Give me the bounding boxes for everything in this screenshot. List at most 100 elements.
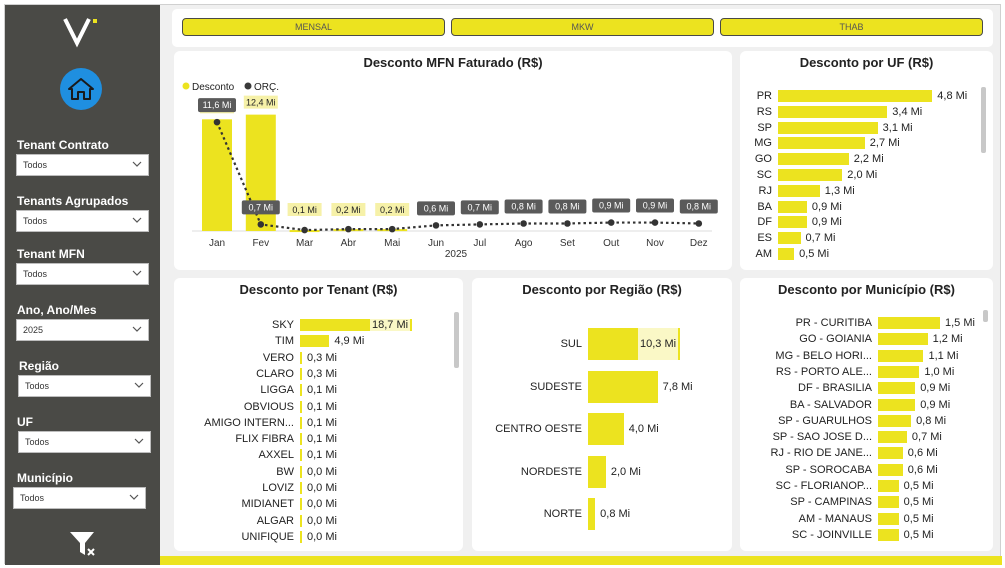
regiao-bar-value: 10,3 Mi (638, 327, 679, 361)
municipio-bar-row[interactable]: BA - SALVADOR 0,9 Mi (790, 397, 953, 412)
tenant-bar-row[interactable]: VERO 0,3 Mi (263, 350, 412, 365)
tenant-bar (300, 351, 302, 364)
tenant-bar (300, 335, 330, 348)
uf-bar-row[interactable]: MG 2,7 Mi (754, 136, 958, 151)
tenant-bar-row[interactable]: OBVIOUS 0,1 Mi (244, 399, 412, 414)
municipio-bar-value: 1,0 Mi (922, 364, 957, 379)
municipio-bar (878, 528, 899, 541)
uf-bar-row[interactable]: ES 0,7 Mi (757, 231, 958, 246)
municipio-bar-row[interactable]: SP - CAMPINAS 0,5 Mi (790, 495, 940, 510)
filter-dropdown[interactable]: Todos (16, 154, 149, 176)
tenant-bar-row[interactable]: FLIX FIBRA 0,1 Mi (235, 432, 412, 447)
uf-bar-row[interactable]: SC 2,0 Mi (757, 168, 958, 182)
chevron-down-icon (134, 438, 144, 444)
tenant-bar-row[interactable]: TIM 4,9 Mi (275, 334, 412, 349)
municipio-bar-row[interactable]: DF - BRASILIA 0,9 Mi (798, 381, 953, 396)
tenant-bar-category: VERO (262, 351, 294, 364)
uf-bar (778, 121, 878, 134)
filter-label: Ano, Ano/Mes (17, 303, 97, 317)
chevron-down-icon (132, 270, 142, 276)
mfn-orc-label: 0,6 Mi (424, 203, 449, 213)
tenant-bar-row[interactable]: BW 0,0 Mi (276, 464, 412, 479)
tenant-bar-row[interactable]: AMIGO INTERN... 0,1 Mi (204, 415, 412, 430)
chevron-down-icon (132, 326, 142, 332)
tenant-bar-value: 0,1 Mi (305, 383, 339, 398)
uf-bar-row[interactable]: DF 0,9 Mi (757, 215, 958, 230)
uf-bar-row[interactable]: SP 3,1 Mi (757, 120, 958, 135)
municipio-bar-row[interactable]: SP - GUARULHOS 0,8 Mi (778, 413, 949, 428)
regiao-bar-row[interactable]: SUDESTE 7,8 Mi (530, 369, 695, 404)
uf-bar-category: PR (756, 90, 772, 102)
home-button[interactable] (60, 68, 102, 110)
uf-bar-row[interactable]: RJ 1,3 Mi (759, 183, 958, 198)
tenant-bar-row[interactable]: LIGGA 0,1 Mi (260, 383, 412, 398)
mfn-orc-point (607, 219, 615, 226)
filter-dropdown[interactable]: Todos (16, 263, 149, 285)
uf-scrollbar[interactable] (981, 87, 986, 153)
municipio-bar (878, 512, 899, 525)
municipio-bar-row[interactable]: PR - CURITIBA 1,5 Mi (796, 316, 977, 330)
tenant-chart-card: Desconto por Tenant (R$) SKY 18,7 Mi TIM 4,… (174, 278, 463, 551)
filter-value: Todos (23, 160, 48, 170)
mfn-orc-line (215, 121, 699, 232)
tenant-bar-row[interactable]: MIDIANET 0,0 Mi (241, 497, 412, 512)
regiao-bar-row[interactable]: NORDESTE 2,0 Mi (521, 454, 680, 489)
regiao-bar-value: 2,0 Mi (608, 454, 643, 489)
uf-bar-value: 0,5 Mi (797, 247, 832, 261)
municipio-bar-row[interactable]: SP - SAO JOSE D... 0,7 Mi (773, 430, 944, 445)
regiao-bar-row[interactable]: NORTE 0,8 Mi (544, 497, 680, 532)
municipio-scrollbar[interactable] (983, 310, 988, 322)
municipio-bar (878, 398, 916, 411)
municipio-bar (878, 431, 907, 444)
uf-bar-row[interactable]: GO 2,2 Mi (755, 152, 958, 167)
uf-bar-row[interactable]: AM 0,5 Mi (756, 247, 958, 261)
municipio-bar-row[interactable]: RS - PORTO ALE... 1,0 Mi (776, 364, 957, 379)
chevron-down-icon (129, 494, 139, 500)
mfn-orc-label-bg (504, 199, 543, 214)
filter-dropdown[interactable]: Todos (13, 487, 146, 509)
uf-bar-row[interactable]: BA 0,9 Mi (757, 199, 958, 214)
tenant-bar-row[interactable]: UNIFIQUE 0,0 Mi (241, 529, 412, 544)
uf-bar-row[interactable]: PR 4,8 Mi (757, 89, 970, 103)
tenant-bar-row[interactable]: LOVIZ 0,0 Mi (262, 481, 412, 495)
municipio-bar-category: DF - BRASILIA (798, 382, 872, 395)
tenant-bar-row[interactable]: SKY 18,7 Mi (272, 318, 412, 332)
mfn-orc-point (651, 219, 659, 226)
filter-dropdown[interactable]: 2025 (16, 319, 149, 341)
regiao-bar-category: SUDESTE (530, 380, 582, 393)
tab-mkw[interactable]: MKW (451, 18, 714, 36)
municipio-bar-row[interactable]: RJ - RIO DE JANE... 0,6 Mi (771, 446, 940, 461)
filter-dropdown[interactable]: Todos (18, 431, 151, 453)
legend-orc-label[interactable]: ORÇ. (254, 82, 279, 93)
uf-bar-value: 3,4 Mi (890, 104, 925, 119)
clear-filter-icon[interactable] (67, 529, 99, 559)
tab-thab[interactable]: THAB (720, 18, 983, 36)
municipio-bar-row[interactable]: AM - MANAUS 0,5 Mi (799, 511, 940, 526)
filter-dropdown[interactable]: Todos (18, 375, 151, 397)
uf-bar-value: 0,9 Mi (809, 199, 844, 214)
municipio-bar-row[interactable]: SC - FLORIANOP... 0,5 Mi (776, 479, 940, 493)
uf-bar-row[interactable]: RS 3,4 Mi (757, 104, 958, 119)
filter-dropdown[interactable]: Todos (16, 210, 149, 232)
regiao-bar-row[interactable]: SUL 10,3 Mi (561, 327, 680, 361)
municipio-bar-row[interactable]: GO - GOIANIA 1,2 Mi (799, 332, 965, 347)
tenant-bar-row[interactable]: ALGAR 0,0 Mi (257, 513, 412, 528)
sidebar: Tenant Contrato Todos Tenants Agrupados Tod… (5, 5, 160, 565)
uf-bar (778, 216, 807, 229)
municipio-bar-value: 0,9 Mi (918, 381, 953, 396)
mfn-x-tick-label: Abr (341, 238, 357, 249)
regiao-bar-row[interactable]: CENTRO OESTE 4,0 Mi (495, 412, 680, 447)
tenant-bar-row[interactable]: CLARO 0,3 Mi (256, 366, 412, 381)
tab-mensal[interactable]: MENSAL (182, 18, 445, 36)
uf-bar (778, 200, 807, 213)
uf-bar-category: AM (755, 248, 773, 260)
tenant-bar-row[interactable]: AXXEL 0,1 Mi (259, 448, 412, 463)
tenant-scrollbar[interactable] (454, 312, 459, 368)
municipio-bar-row[interactable]: MG - BELO HORI... 1,1 Mi (775, 348, 961, 363)
legend-desconto-label[interactable]: Desconto (192, 82, 235, 93)
municipio-bar-row[interactable]: SC - JOINVILLE 0,5 Mi (792, 527, 940, 542)
mfn-x-tick-label: Nov (646, 238, 664, 249)
municipio-bar-row[interactable]: SP - SOROCABA 0,6 Mi (785, 462, 940, 477)
mfn-x-tick-label: Dez (690, 238, 708, 249)
uf-bar-category: ES (757, 232, 772, 245)
